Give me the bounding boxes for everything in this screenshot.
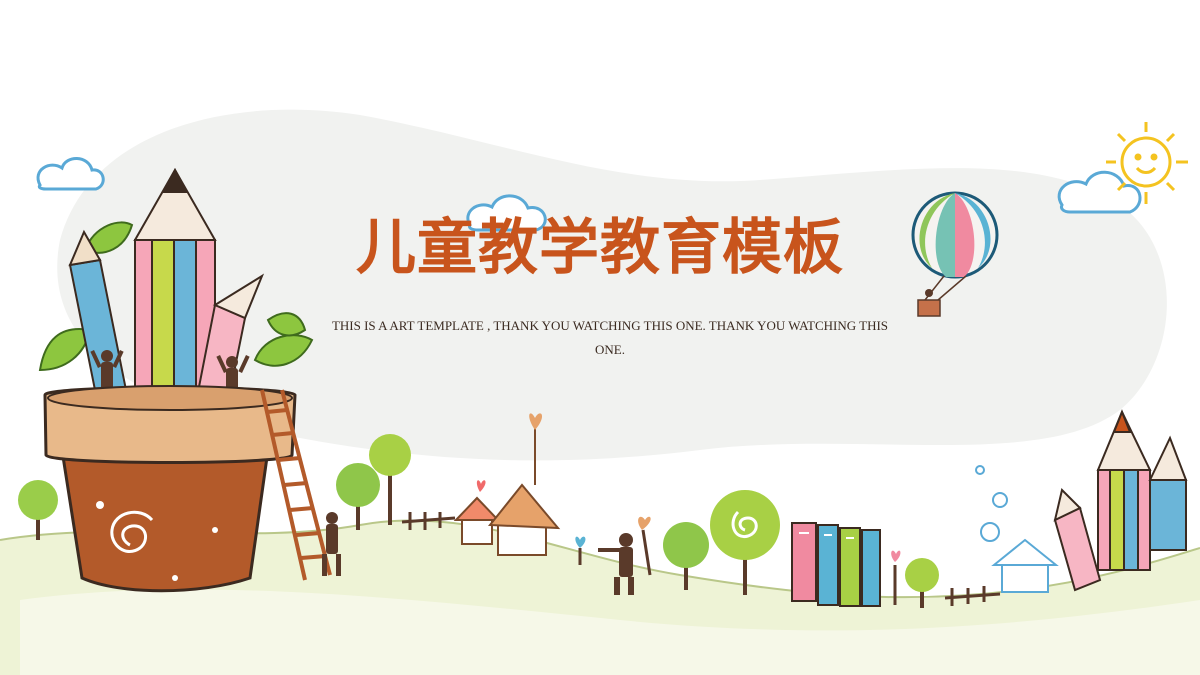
cloud-icon bbox=[36, 157, 105, 191]
sun-icon bbox=[1106, 122, 1188, 204]
pencils-group-illustration bbox=[1053, 409, 1188, 592]
books-icon bbox=[791, 522, 881, 607]
slide-subtitle: THIS IS A ART TEMPLATE , THANK YOU WATCH… bbox=[331, 318, 889, 357]
slide-title: 儿童教学教育模板 bbox=[356, 213, 844, 283]
cloud-icon bbox=[466, 194, 547, 232]
village-landscape-illustration bbox=[336, 413, 1059, 608]
background-blob bbox=[57, 109, 1167, 461]
pencil-pot-illustration bbox=[18, 167, 341, 593]
hot-air-balloon-icon bbox=[911, 191, 999, 317]
